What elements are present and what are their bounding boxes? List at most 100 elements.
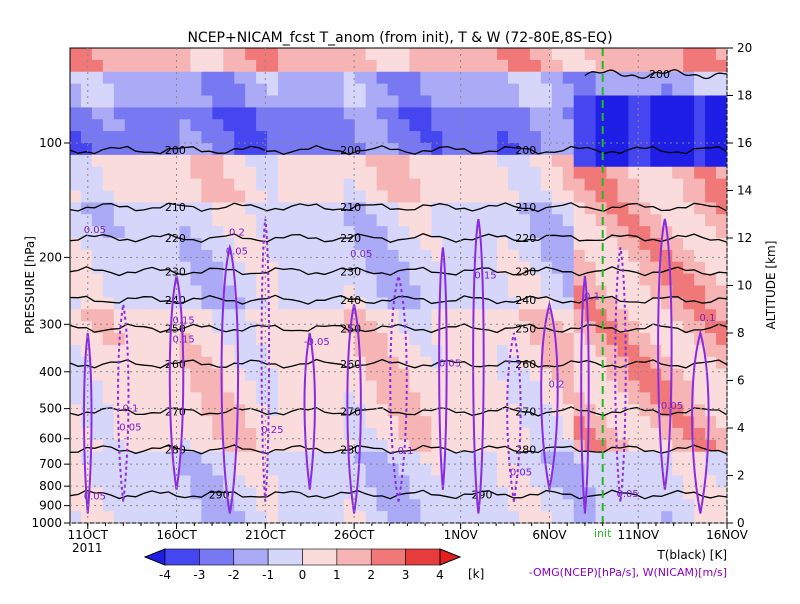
heatmap-cell: [289, 344, 301, 358]
x-tick-label: 26OCT: [334, 528, 375, 542]
heatmap-cell: [91, 309, 104, 322]
heatmap-cell: [212, 356, 224, 370]
heatmap-cell: [694, 107, 706, 120]
heatmap-cell: [321, 83, 334, 97]
heatmap-cell: [245, 178, 257, 192]
heatmap-cell: [376, 344, 389, 358]
heatmap-cell: [661, 511, 673, 524]
heatmap-cell: [201, 439, 213, 453]
heatmap-cell: [475, 428, 487, 441]
heatmap-cell: [267, 154, 279, 168]
heatmap-cell: [299, 131, 312, 144]
heatmap-cell: [497, 273, 509, 287]
heatmap-cell: [124, 143, 137, 156]
heatmap-cell: [661, 380, 673, 393]
heatmap-cell: [705, 202, 717, 215]
heatmap-cell: [278, 71, 290, 85]
heatmap-cell: [442, 297, 454, 310]
heatmap-cell: [639, 214, 651, 227]
heatmap-cell: [157, 131, 170, 144]
heatmap-cell: [299, 154, 312, 168]
heatmap-cell: [497, 487, 509, 500]
heatmap-cell: [223, 428, 235, 441]
heatmap-cell: [694, 428, 706, 441]
heatmap-cell: [376, 321, 389, 334]
heatmap-cell: [113, 143, 126, 156]
heatmap-cell: [201, 392, 213, 405]
heatmap-cell: [157, 249, 170, 263]
heatmap-cell: [135, 249, 148, 263]
heatmap-cell: [508, 131, 520, 144]
heatmap-cell: [628, 238, 640, 251]
heatmap-cell: [135, 95, 148, 108]
heatmap-cell: [80, 48, 93, 61]
heatmap-cell: [256, 463, 268, 477]
heatmap-cell: [508, 368, 520, 382]
heatmap-cell: [267, 178, 279, 192]
omega-label: 0.1: [398, 446, 414, 457]
heatmap-cell: [113, 95, 126, 108]
heatmap-cell: [146, 273, 159, 287]
heatmap-cell: [409, 285, 421, 298]
y2-tick-label: 14: [737, 184, 752, 198]
heatmap-cell: [431, 487, 443, 500]
heatmap-cell: [91, 392, 104, 405]
heatmap-cell: [168, 261, 180, 275]
heatmap-cell: [387, 368, 399, 382]
heatmap-cell: [606, 83, 618, 97]
heatmap-cell: [551, 273, 564, 287]
heatmap-cell: [223, 143, 235, 156]
heatmap-cell: [299, 83, 312, 97]
heatmap-cell: [431, 202, 443, 215]
heatmap-cell: [91, 131, 104, 144]
heatmap-cell: [70, 190, 82, 203]
heatmap-cell: [321, 499, 334, 512]
heatmap-cell: [694, 178, 706, 192]
heatmap-cell: [398, 344, 410, 358]
heatmap-cell: [321, 226, 334, 239]
heatmap-cell: [486, 416, 498, 429]
heatmap-cell: [716, 344, 728, 358]
heatmap-cell: [650, 344, 662, 358]
heatmap-cell: [562, 273, 575, 287]
colorbar-segment: [370, 548, 406, 566]
heatmap-cell: [124, 404, 137, 417]
heatmap-cell: [135, 261, 148, 275]
heatmap-cell: [245, 59, 257, 73]
heatmap-cell: [661, 344, 673, 358]
heatmap-cell: [672, 190, 684, 203]
heatmap-cell: [80, 143, 93, 156]
heatmap-cell: [343, 226, 356, 239]
heatmap-cell: [387, 83, 399, 97]
heatmap-cell: [529, 511, 542, 524]
heatmap-cell: [584, 48, 597, 61]
heatmap-cell: [168, 48, 180, 61]
heatmap-cell: [146, 475, 159, 488]
heatmap-cell: [376, 119, 389, 132]
heatmap-cell: [256, 487, 268, 500]
heatmap-cell: [573, 59, 586, 73]
heatmap-cell: [694, 368, 706, 382]
heatmap-cell: [705, 119, 717, 132]
heatmap-cell: [234, 71, 246, 85]
heatmap-cell: [365, 404, 378, 417]
heatmap-cell: [661, 71, 673, 85]
heatmap-cell: [157, 511, 170, 524]
heatmap-cell: [409, 404, 421, 417]
heatmap-cell: [595, 392, 608, 405]
heatmap-cell: [343, 380, 356, 393]
heatmap-cell: [508, 380, 520, 393]
heatmap-cell: [573, 95, 586, 108]
heatmap-cell: [135, 428, 148, 441]
heatmap-cell: [431, 511, 443, 524]
heatmap-cell: [234, 83, 246, 97]
omega-label: 0.1: [700, 313, 716, 324]
heatmap-cell: [124, 131, 137, 144]
heatmap-cell: [234, 273, 246, 287]
heatmap-cell: [223, 416, 235, 429]
heatmap-cell: [650, 333, 662, 346]
heatmap-cell: [595, 404, 608, 417]
heatmap-cell: [201, 83, 213, 97]
heatmap-cell: [518, 261, 531, 275]
heatmap-cell: [376, 297, 389, 310]
